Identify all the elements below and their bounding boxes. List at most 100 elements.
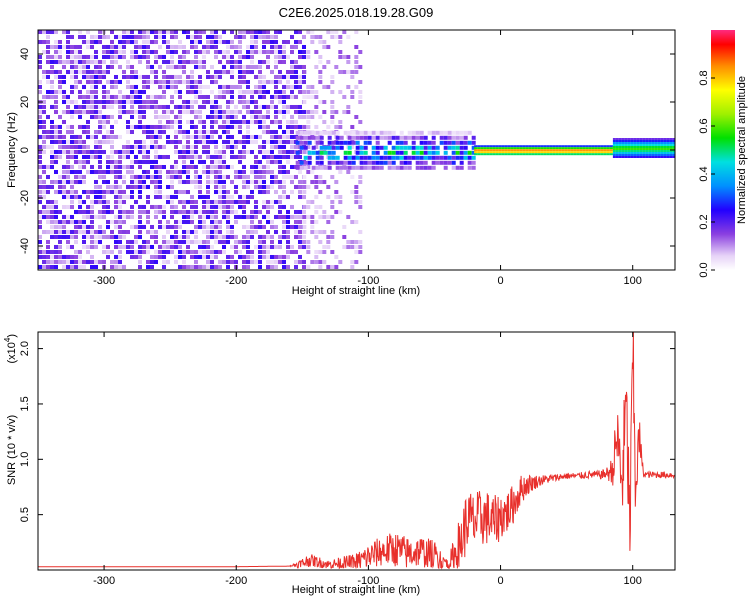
spectrogram-cell [94,195,98,199]
spectrogram-cell [483,149,487,152]
spectrogram-cell [618,142,622,144]
spectrogram-cell [118,160,122,164]
spectrogram-cell [230,200,234,204]
spectrogram-cell [158,185,162,189]
spectrogram-cell [102,135,106,139]
spectrogram-cell [214,120,218,124]
spectrogram-cell [266,90,270,94]
spectrogram-cell [50,30,54,34]
spectrogram-cell [162,235,166,239]
spectrogram-cell [90,230,94,234]
spectrogram-cell [242,80,246,84]
spectrogram-cell [98,70,102,74]
spectrogram-cell [651,156,655,158]
spectrogram-cell [594,149,598,152]
spectrogram-cell [186,140,190,144]
spectrogram-cell [38,150,42,154]
spectrogram-cell [142,90,146,94]
spectrogram-cell [70,150,74,154]
spectrogram-cell [307,130,312,135]
spectrogram-cell [42,125,46,129]
spectrogram-cell [270,45,274,49]
spectrogram-cell [612,138,616,140]
spectrogram-cell [150,265,154,269]
spectrogram-y-label: Frequency (Hz) [6,112,18,188]
spectrogram-cell [266,105,270,109]
spectrogram-cell [126,145,130,149]
spectrogram-cell [134,255,138,259]
spectrogram-cell [282,140,286,144]
spectrogram-cell [633,140,637,142]
spectrogram-cell [82,130,86,134]
spectrogram-cell [270,120,274,124]
spectrogram-cell [415,155,420,160]
spectrogram-cell [198,155,202,159]
spectrogram-cell [666,156,670,158]
spectrogram-cell [154,30,158,34]
spectrogram-cell [194,30,198,34]
spectrogram-cell [588,147,592,150]
spectrogram-cell [298,105,302,109]
spectrogram-cell [114,225,118,229]
spectrogram-cell [86,110,90,114]
spectrogram-cell [298,65,302,69]
spectrogram-cell [142,145,146,149]
spectrogram-cell [54,265,58,269]
spectrogram-cell [294,45,298,49]
spectrogram-cell [294,110,298,114]
spectrogram-cell [407,145,412,150]
spectrogram-cell [142,35,146,39]
spectrogram-cell [122,190,126,194]
spectrogram-cell [126,155,130,159]
spectrogram-cell [266,235,270,239]
spectrogram-cell [106,70,110,74]
spectrogram-cell [254,85,258,89]
spectrogram-cell [286,160,290,164]
spectrogram-cell [399,135,404,140]
spectrogram-cell [58,140,62,144]
spectrogram-cell [154,160,158,164]
snr-x-ticks: -300 -200 -100 0 100 [93,332,642,587]
spectrogram-cell [435,160,440,165]
spectrogram-cell [242,260,246,264]
spectrogram-cell [423,135,428,140]
spectrogram-cell [286,240,290,244]
spectrogram-cell [254,50,258,54]
spectrogram-cell [118,245,122,249]
spectrogram-cell [471,140,476,145]
spectrogram-cell [339,165,344,170]
spectrogram-cell [134,175,138,179]
spectrogram-cell [162,95,166,99]
spectrogram-cell [250,140,254,144]
spectrogram-cell [158,125,162,129]
spectrogram-cell [126,75,130,79]
spectrogram-cell [234,110,238,114]
spectrogram-cell [603,147,607,150]
spectrogram-cell [540,147,544,150]
spectrogram-cell [66,265,70,269]
spectrogram-cell [423,150,428,155]
spectrogram-cell [298,125,302,129]
spectrogram-cell [624,154,628,156]
spectrogram-cell [146,220,150,224]
spectrogram-cell [142,100,146,104]
spectrogram-cell [663,142,667,144]
spectrogram-cell [258,105,262,109]
spectrogram-cell [170,85,174,89]
spectrogram-cell [242,215,246,219]
spectrogram-cell [250,260,254,264]
spectrogram-cell [190,210,194,214]
spectrogram-cell [359,135,364,140]
spectrogram-cell [126,150,130,154]
spectrogram-cell [451,135,456,140]
spectrogram-cell [302,210,306,214]
spectrogram-cell [258,95,262,99]
spectrogram-cell [154,240,158,244]
spectrogram-cell [110,165,114,169]
spectrogram-cell [498,149,502,152]
spectrogram-cell [639,148,643,150]
spectrogram-cell [222,125,226,129]
spectrogram-cell [74,155,78,159]
spectrogram-cell [246,250,250,254]
